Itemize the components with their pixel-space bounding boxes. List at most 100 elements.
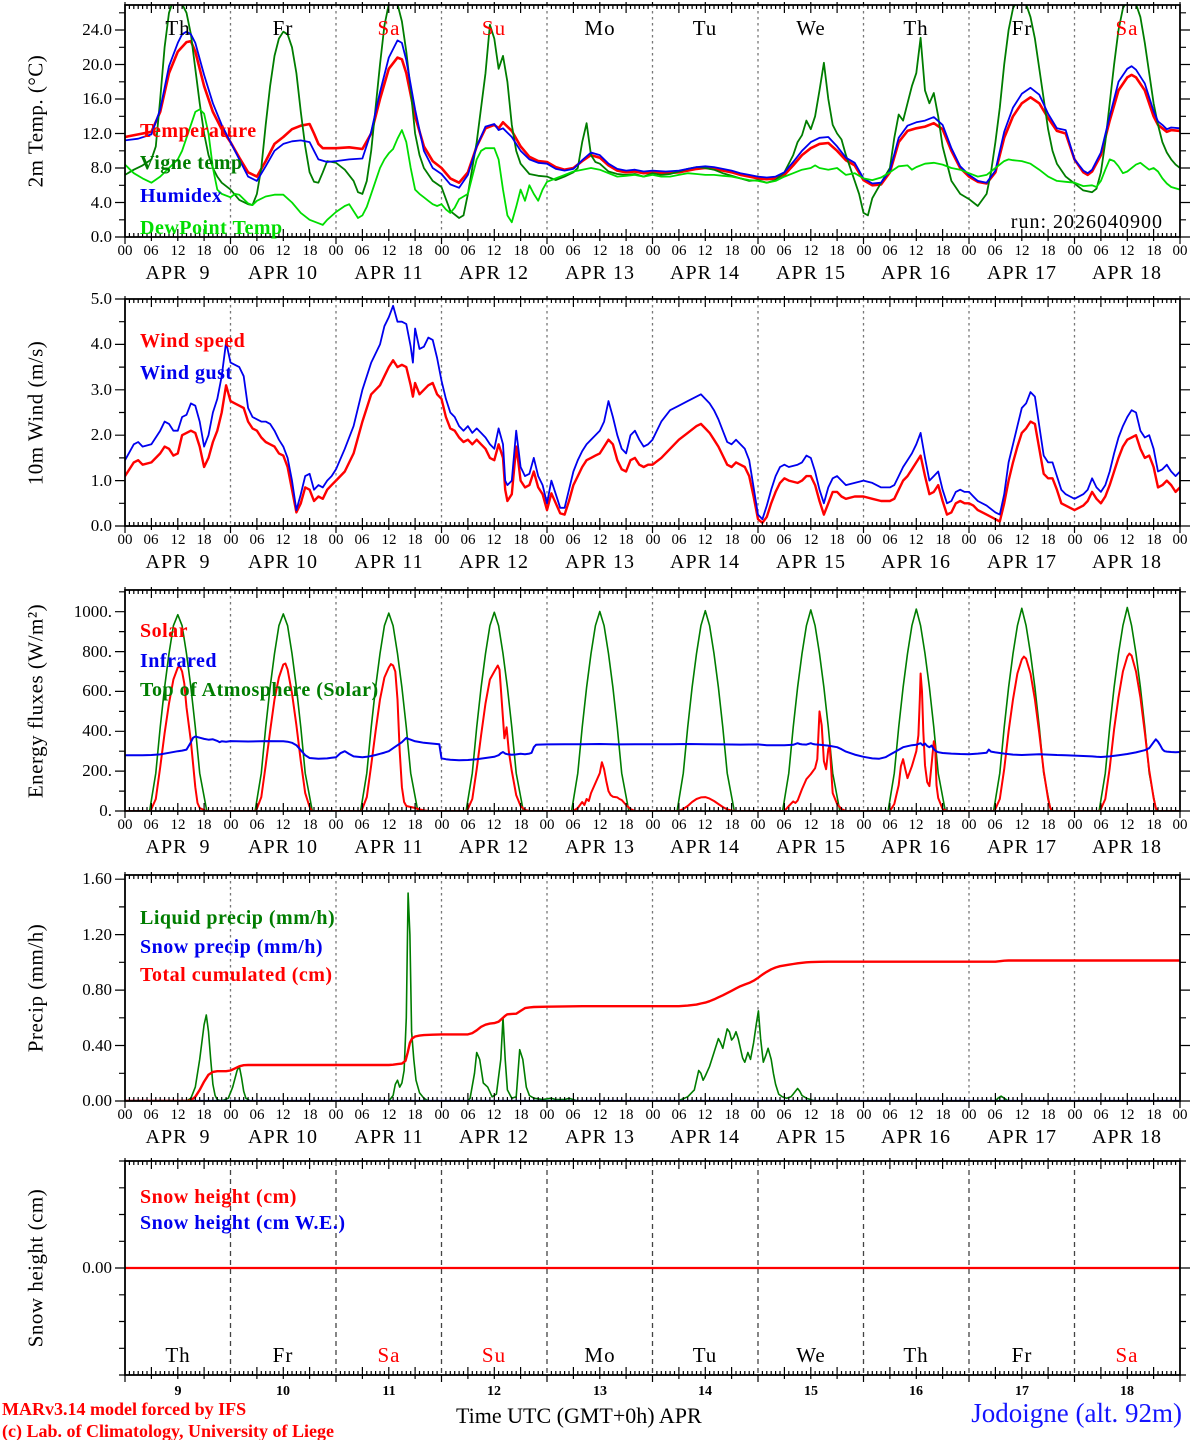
xtick-hour: 00	[750, 1107, 766, 1123]
daynum-11: 11	[382, 1384, 396, 1399]
xtick-hour: 06	[249, 817, 265, 833]
xlabel-temp-day16: APR 16	[881, 262, 951, 284]
dow-top-Th-0: Th	[165, 16, 191, 40]
series-dewpoint-temp	[125, 108, 1180, 226]
xtick-hour: 00	[1067, 1107, 1083, 1123]
xtick-hour: 00	[750, 817, 766, 833]
xlabel-precip-day18: APR 18	[1092, 1126, 1162, 1148]
xtick-hour: 00	[223, 243, 239, 259]
panel-temp-series	[125, 5, 1180, 226]
xtick-hour: 06	[987, 532, 1003, 548]
dow-bottom-We-6: We	[796, 1343, 826, 1367]
xtick-hour: 12	[275, 532, 291, 548]
xtick-hour: 18	[829, 817, 845, 833]
series-total-cumulated-cm-	[125, 959, 1180, 1101]
xtick-hour: 06	[776, 1107, 792, 1123]
xlabel-temp-day13: APR 13	[565, 262, 635, 284]
legend-wind-1: Wind gust	[140, 362, 233, 384]
xlabel-temp-day14: APR 14	[670, 262, 740, 284]
xtick-hour: 06	[460, 1107, 476, 1123]
xtick-hour: 12	[803, 532, 819, 548]
ytick-temp-16.0: 16.0	[82, 89, 112, 108]
panel-precip-ticks	[115, 872, 1190, 1108]
xtick-hour: 12	[1014, 817, 1030, 833]
xtick-hour: 12	[697, 817, 713, 833]
xtick-hour: 12	[1014, 532, 1030, 548]
xtick-hour: 06	[776, 532, 792, 548]
xlabel-energy-day14: APR 14	[670, 836, 740, 858]
xtick-hour: 06	[249, 532, 265, 548]
xlabel-energy-day16: APR 16	[881, 836, 951, 858]
xlabel-wind-day16: APR 16	[881, 551, 951, 573]
xtick-hour: 06	[987, 1107, 1003, 1123]
ytick-temp-4.0: 4.0	[90, 193, 112, 212]
xtick-hour: 18	[302, 243, 318, 259]
xlabel-wind-day11: APR 11	[354, 551, 424, 573]
xlabel-precip-day12: APR 12	[459, 1126, 529, 1148]
xtick-hour: 12	[170, 243, 186, 259]
panel-precip-day-gridlines	[229, 875, 1076, 1101]
ytick-precip-0.80: 0.80	[82, 980, 112, 999]
xlabel-temp-day17: APR 17	[987, 262, 1057, 284]
xtick-hour: 00	[1067, 817, 1083, 833]
xtick-hour: 00	[223, 817, 239, 833]
xtick-hour: 00	[1172, 817, 1188, 833]
xtick-hour: 18	[302, 1107, 318, 1123]
xtick-hour: 00	[1067, 532, 1083, 548]
yaxis-title-wind: 10m Wind (m/s)	[23, 340, 48, 486]
xlabel-wind-day10: APR 10	[248, 551, 318, 573]
xtick-hour: 18	[513, 243, 529, 259]
model-credit: MARv3.14 model forced by IFS	[2, 1399, 247, 1419]
legend-energy-0: Top of Atmosphere (Solar)	[140, 679, 379, 701]
xtick-hour: 12	[908, 817, 924, 833]
panel-energy-day-gridlines	[229, 590, 1076, 811]
daynum-10: 10	[276, 1384, 290, 1399]
xtick-hour: 00	[223, 532, 239, 548]
ytick-wind-0.0: 0.0	[90, 516, 112, 535]
xtick-hour: 00	[961, 243, 977, 259]
daynum-15: 15	[804, 1384, 818, 1399]
panel-energy-series	[125, 606, 1180, 811]
xtick-hour: 18	[935, 1107, 951, 1123]
xtick-hour: 00	[539, 532, 555, 548]
dow-bottom-Fr-8: Fr	[1011, 1343, 1033, 1367]
xtick-hour: 12	[1014, 243, 1030, 259]
daynum-12: 12	[487, 1384, 501, 1399]
legend-snow-1: Snow height (cm)	[140, 1186, 297, 1208]
xtick-hour: 18	[196, 1107, 212, 1123]
xtick-hour: 18	[407, 817, 423, 833]
ytick-wind-2.0: 2.0	[90, 425, 112, 444]
dow-bottom-Th-7: Th	[903, 1343, 929, 1367]
xlabel-energy-day18: APR 18	[1092, 836, 1162, 858]
xtick-hour: 00	[539, 243, 555, 259]
xtick-hour: 06	[143, 1107, 159, 1123]
legend-precip-0: Liquid precip (mm/h)	[140, 907, 336, 929]
xlabel-precip-day11: APR 11	[354, 1126, 424, 1148]
ytick-temp-20.0: 20.0	[82, 55, 112, 74]
xlabel-wind-day15: APR 15	[776, 551, 846, 573]
xtick-hour: 00	[328, 1107, 344, 1123]
xtick-hour: 12	[275, 243, 291, 259]
xtick-hour: 00	[434, 817, 450, 833]
xtick-hour: 06	[565, 243, 581, 259]
xtick-hour: 18	[935, 243, 951, 259]
panel-temp-day-gridlines	[229, 5, 1076, 237]
ytick-temp-8.0: 8.0	[90, 158, 112, 177]
xtick-hour: 18	[196, 532, 212, 548]
xtick-hour: 00	[856, 532, 872, 548]
xtick-hour: 12	[381, 1107, 397, 1123]
xtick-hour: 12	[381, 243, 397, 259]
dow-bottom-Su-3: Su	[481, 1343, 507, 1367]
ytick-wind-3.0: 3.0	[90, 380, 112, 399]
series-solar	[125, 652, 1180, 811]
xtick-hour: 12	[697, 532, 713, 548]
xlabel-wind-day13: APR 13	[565, 551, 635, 573]
xtick-hour: 12	[486, 817, 502, 833]
xtick-hour: 00	[645, 532, 661, 548]
xtick-hour: 12	[908, 243, 924, 259]
xlabel-wind-day14: APR 14	[670, 551, 740, 573]
panel-temp-ticks	[115, 2, 1190, 244]
dow-top-Fr-1: Fr	[272, 16, 294, 40]
lab-credit: (c) Lab. of Climatology, University of L…	[2, 1421, 334, 1440]
xtick-hour: 18	[513, 532, 529, 548]
